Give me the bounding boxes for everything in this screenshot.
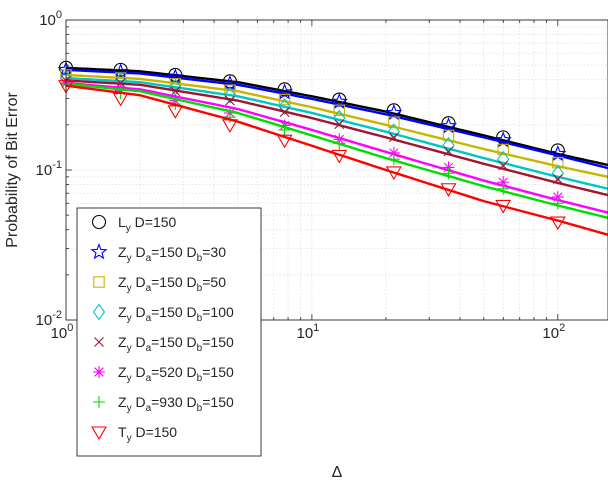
y-axis-label: Probability of Bit Error — [4, 92, 21, 248]
x-axis-label: Δ — [332, 464, 343, 481]
data-point-marker — [93, 366, 105, 378]
